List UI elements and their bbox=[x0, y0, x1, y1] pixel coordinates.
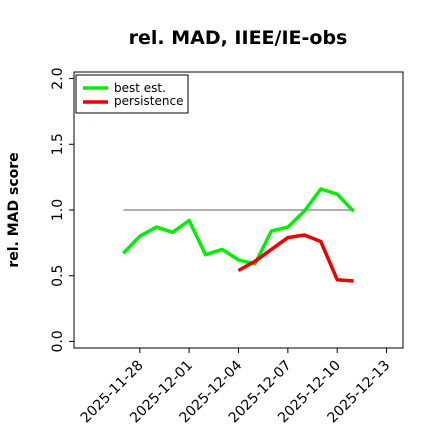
y-tick-label: 1.5 bbox=[50, 133, 66, 155]
legend-box bbox=[75, 74, 189, 114]
y-tick-label: 1.0 bbox=[50, 199, 66, 221]
chart-title: rel. MAD, IIEE/IE-obs bbox=[129, 27, 348, 49]
y-tick-label: 0.5 bbox=[50, 265, 66, 287]
y-tick-label: 2.0 bbox=[50, 67, 66, 89]
y-tick-label: 0.0 bbox=[50, 330, 66, 352]
legend-label-persistence: persistence bbox=[114, 94, 183, 108]
series-line-persistence bbox=[237, 233, 354, 283]
series-line-best-est bbox=[122, 187, 355, 266]
y-axis-label: rel. MAD score bbox=[6, 152, 22, 267]
legend-label-best-est: best est. bbox=[114, 81, 166, 95]
legend: best est. persistence bbox=[75, 74, 189, 114]
